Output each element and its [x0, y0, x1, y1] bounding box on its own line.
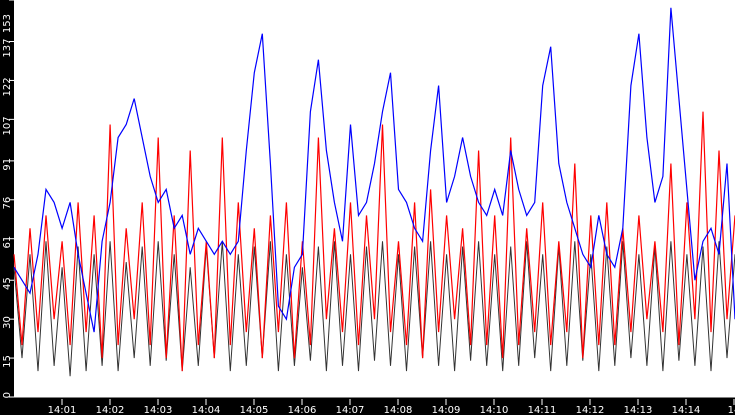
x-tick-label: 14:14 — [672, 405, 701, 415]
plot-area — [14, 0, 735, 398]
x-axis: 14:01 14:02 14:03 14:04 14:05 14:06 14:07 14:08… — [14, 397, 735, 415]
series-line-0 — [13, 241, 735, 377]
series-layer — [13, 7, 735, 377]
x-tick-label: 14:01 — [48, 405, 77, 415]
y-tick-label: 153 — [2, 14, 13, 33]
y-tick-label: 91 — [2, 158, 13, 171]
x-tick-label: 14:09 — [432, 405, 461, 415]
y-tick-label: 76 — [2, 197, 13, 210]
x-tick-label: 14:10 — [480, 405, 509, 415]
y-tick-label: 15 — [2, 355, 13, 368]
x-tick-label: 14 — [728, 405, 735, 415]
x-tick-label: 14:11 — [528, 405, 557, 415]
y-tick-label: 107 — [2, 116, 13, 135]
x-tick-label: 14:04 — [192, 405, 221, 415]
y-tick-label: 30 — [2, 316, 13, 329]
y-tick-label: 45 — [2, 277, 13, 290]
y-tick-label: 0 — [2, 392, 13, 398]
series-line-2 — [13, 7, 735, 333]
y-tick-label: 61 — [2, 236, 13, 249]
x-tick-label: 14:08 — [384, 405, 413, 415]
x-tick-label: 14:12 — [576, 405, 605, 415]
series-line-1 — [13, 111, 735, 372]
x-tick-label: 14:06 — [288, 405, 317, 415]
y-axis: 0 15 30 45 61 76 91 107 122 137 153 — [2, 0, 14, 398]
x-tick-label: 14:13 — [624, 405, 653, 415]
x-tick-label: 14:03 — [144, 405, 173, 415]
y-tick-label: 137 — [2, 39, 13, 58]
y-tick-label: 122 — [2, 77, 13, 96]
x-tick-label: 14:07 — [336, 405, 365, 415]
x-tick-label: 14:02 — [96, 405, 125, 415]
x-tick-label: 14:05 — [240, 405, 269, 415]
